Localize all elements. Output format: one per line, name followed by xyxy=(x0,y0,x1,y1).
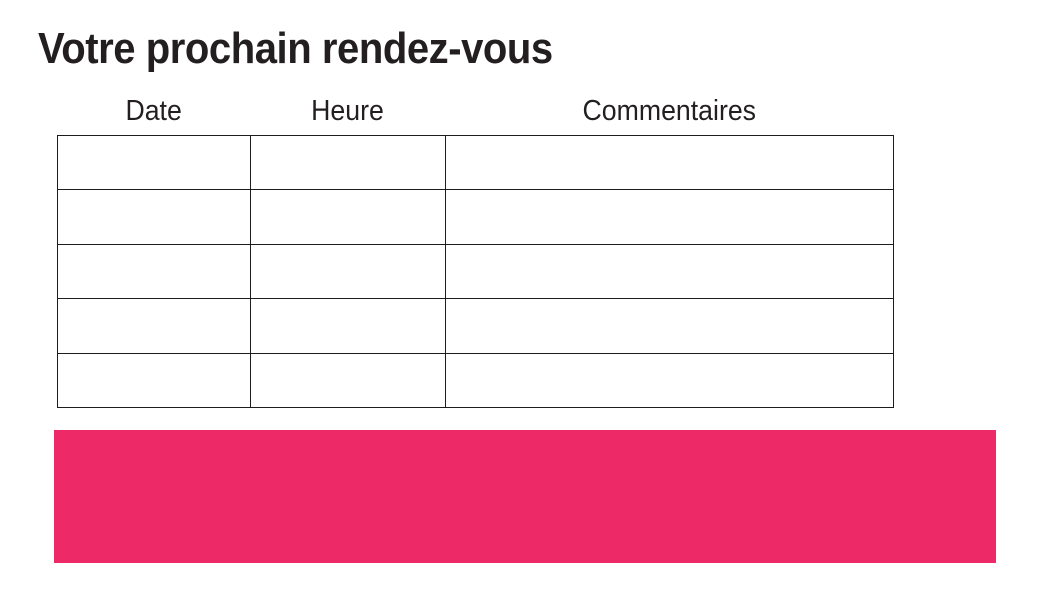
column-header-date-cell: Date xyxy=(57,92,250,126)
cell-commentaires xyxy=(445,243,894,300)
cell-date xyxy=(57,243,251,300)
cell-date xyxy=(57,134,251,191)
cell-commentaires xyxy=(445,189,894,245)
table-row xyxy=(57,243,894,300)
column-header-heure: Heure xyxy=(311,95,384,127)
pink-banner xyxy=(54,430,996,563)
cell-date xyxy=(57,352,251,409)
cell-heure xyxy=(250,243,446,300)
table-row xyxy=(57,352,894,409)
table-body xyxy=(57,134,894,409)
cell-date xyxy=(57,298,251,354)
table-column-headers: Date Heure Commentaires xyxy=(57,92,893,126)
cell-heure xyxy=(250,189,446,245)
cell-commentaires xyxy=(445,134,894,191)
cell-heure xyxy=(250,134,446,191)
column-header-heure-cell: Heure xyxy=(250,92,445,126)
cell-commentaires xyxy=(445,352,894,409)
table-row xyxy=(57,189,894,245)
cell-commentaires xyxy=(445,298,894,354)
appointments-table xyxy=(57,134,894,409)
column-header-date: Date xyxy=(125,95,182,127)
column-header-commentaires: Commentaires xyxy=(582,95,756,127)
table-row xyxy=(57,298,894,354)
cell-heure xyxy=(250,298,446,354)
cell-date xyxy=(57,189,251,245)
page-title: Votre prochain rendez-vous xyxy=(38,24,553,73)
column-header-commentaires-cell: Commentaires xyxy=(445,92,893,126)
table-row xyxy=(57,134,894,191)
cell-heure xyxy=(250,352,446,409)
